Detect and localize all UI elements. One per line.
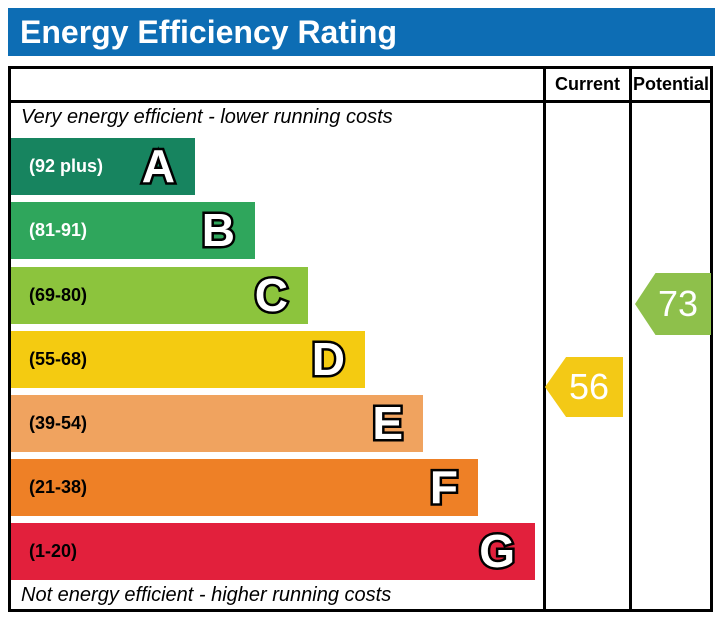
current-column-header: Current <box>554 74 620 94</box>
top-note: Very energy efficient - lower running co… <box>21 106 393 128</box>
header-divider <box>11 100 710 103</box>
band-row-c: (69-80) C <box>11 267 308 324</box>
title-bar: Energy Efficiency Rating <box>8 8 715 56</box>
band-range-label: (21-38) <box>29 477 88 497</box>
band-range-label: (1-20) <box>29 541 78 561</box>
band-letter: C <box>252 267 290 324</box>
band-letter: F <box>427 459 460 516</box>
band-letter: E <box>370 395 406 452</box>
band-range-label: (55-68) <box>29 349 88 369</box>
band-letter: B <box>199 202 237 259</box>
bottom-note: Not energy efficient - higher running co… <box>21 584 392 606</box>
band-row-b: (81-91) B <box>11 202 255 259</box>
page-title: Energy Efficiency Rating <box>20 13 397 50</box>
band-row-d: (55-68) D <box>11 331 365 388</box>
band-row-g: (1-20) G <box>11 523 535 580</box>
band-range-label: (69-80) <box>29 285 88 305</box>
potential-rating-arrow: 73 <box>635 273 711 335</box>
current-column-divider <box>543 69 546 609</box>
potential-column-divider <box>629 69 632 609</box>
current-rating-arrow: 56 <box>545 357 623 417</box>
band-row-e: (39-54) E <box>11 395 423 452</box>
potential-column-header: Potential <box>632 74 709 94</box>
band-row-a: (92 plus) A <box>11 138 195 195</box>
band-letter: D <box>309 331 347 388</box>
current-rating-value: 56 <box>568 366 610 407</box>
band-range-label: (81-91) <box>29 220 88 240</box>
band-range-label: (39-54) <box>29 413 88 433</box>
rating-table: Current Potential Very energy efficient … <box>8 66 713 612</box>
band-row-f: (21-38) F <box>11 459 478 516</box>
band-letter: A <box>139 138 177 195</box>
potential-rating-value: 73 <box>657 283 699 324</box>
band-letter: G <box>477 523 518 580</box>
band-range-label: (92 plus) <box>29 156 104 176</box>
